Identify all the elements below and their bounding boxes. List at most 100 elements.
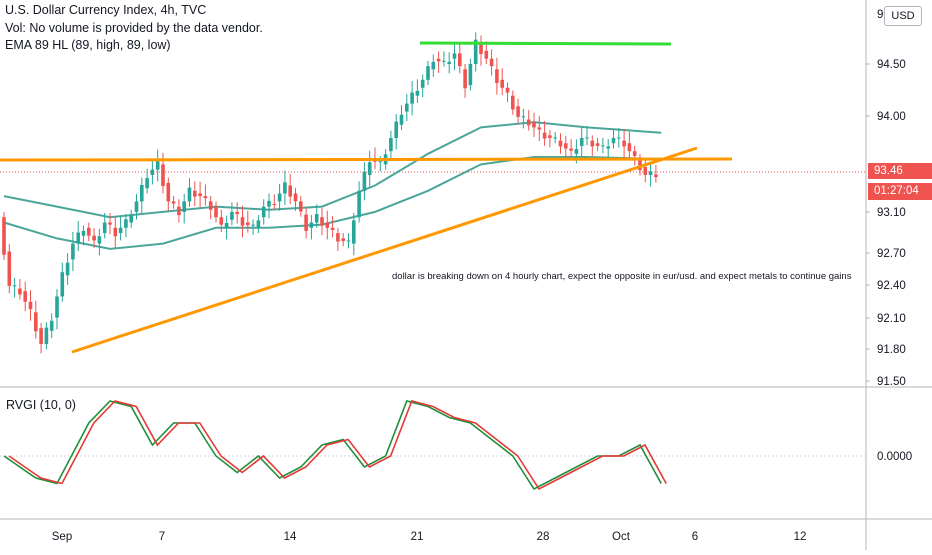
candle-up bbox=[357, 190, 361, 218]
candle-up bbox=[124, 219, 128, 228]
candle-down bbox=[235, 211, 239, 215]
candle-down bbox=[171, 201, 176, 204]
symbol-title[interactable]: U.S. Dollar Currency Index, 4h, TVC bbox=[5, 3, 207, 17]
price-tick-label: 92.40 bbox=[877, 280, 906, 292]
candle-up bbox=[65, 262, 70, 276]
candle-up bbox=[420, 79, 425, 88]
candle-down bbox=[246, 222, 250, 226]
candle-up bbox=[102, 222, 107, 234]
candle-down bbox=[39, 328, 43, 345]
candle-up bbox=[473, 39, 478, 64]
volume-note: Vol: No volume is provided by the data v… bbox=[5, 21, 263, 35]
candle-down bbox=[516, 106, 520, 117]
candle-down bbox=[34, 312, 38, 332]
rvgi-line bbox=[3, 400, 662, 491]
horizontal-level-line bbox=[0, 157, 733, 162]
candle-up bbox=[129, 215, 133, 223]
candle-down bbox=[214, 206, 218, 218]
candle-down bbox=[299, 201, 303, 212]
time-tick-label: Sep bbox=[52, 531, 72, 543]
candle-up bbox=[49, 320, 54, 331]
candle-up bbox=[405, 103, 409, 112]
price-tick-label: 94.50 bbox=[877, 59, 906, 71]
ema-indicator-label[interactable]: EMA 89 HL (89, high, 89, low) bbox=[5, 38, 171, 52]
rising-support-line bbox=[71, 146, 698, 354]
candle-down bbox=[330, 227, 335, 230]
candle-down bbox=[288, 185, 292, 197]
candle-down bbox=[558, 140, 563, 147]
candle-up bbox=[71, 243, 75, 260]
candle-down bbox=[203, 196, 208, 199]
candle-up bbox=[410, 92, 414, 104]
candle-down bbox=[564, 143, 568, 149]
candle-down bbox=[569, 148, 573, 151]
candle-up bbox=[182, 201, 186, 212]
price-tick-label: 92.70 bbox=[877, 248, 906, 260]
candle-up bbox=[521, 116, 526, 118]
trendlines-layer: dollar is breaking down on 4 hourly char… bbox=[0, 41, 852, 354]
candle-down bbox=[293, 193, 298, 202]
candle-up bbox=[442, 60, 446, 62]
rvgi-indicator-label[interactable]: RVGI (10, 0) bbox=[6, 398, 76, 412]
time-tick-label: 21 bbox=[411, 531, 424, 543]
price-tick-label-partial: 9 bbox=[877, 9, 883, 21]
candle-down bbox=[7, 251, 12, 286]
candle-up bbox=[648, 171, 653, 175]
candle-up bbox=[283, 182, 287, 194]
candle-down bbox=[198, 193, 202, 197]
candle-up bbox=[617, 137, 621, 139]
candle-down bbox=[336, 233, 340, 242]
price-tick-label: 93.10 bbox=[877, 207, 906, 219]
candle-up bbox=[76, 232, 80, 244]
candle-down bbox=[489, 58, 494, 67]
candle-up bbox=[431, 61, 436, 70]
candle-up bbox=[389, 137, 393, 152]
price-tick-label: 94.00 bbox=[877, 111, 906, 123]
currency-badge[interactable]: USD bbox=[884, 6, 922, 26]
candle-down bbox=[627, 143, 632, 152]
candle-down bbox=[325, 222, 330, 228]
candle-down bbox=[436, 58, 441, 62]
ema-upper-line bbox=[3, 121, 662, 219]
candle-up bbox=[346, 240, 351, 242]
candle-up bbox=[426, 66, 430, 80]
candle-down bbox=[166, 182, 171, 202]
candle-down bbox=[526, 119, 531, 126]
candle-down bbox=[511, 95, 515, 110]
candle-down bbox=[622, 140, 626, 147]
time-tick-label: 28 bbox=[537, 531, 550, 543]
candle-up bbox=[309, 222, 314, 228]
candle-up bbox=[261, 206, 266, 218]
time-tick-label: Oct bbox=[612, 531, 631, 543]
candle-up bbox=[55, 296, 59, 318]
candle-up bbox=[447, 61, 451, 64]
resistance-line bbox=[419, 41, 672, 46]
price-tick-label: 91.80 bbox=[877, 344, 906, 356]
candles-layer bbox=[2, 32, 658, 354]
time-tick-label: 14 bbox=[284, 531, 297, 543]
time-tick-label: 6 bbox=[692, 531, 698, 543]
candle-up bbox=[585, 137, 589, 139]
candle-up bbox=[145, 178, 149, 189]
candle-up bbox=[150, 169, 155, 175]
candle-down bbox=[484, 50, 489, 59]
price-tick-label: 91.50 bbox=[877, 376, 906, 388]
candle-up bbox=[155, 161, 160, 170]
rvgi-signal-line bbox=[8, 400, 667, 491]
candle-down bbox=[108, 222, 112, 225]
price-tick-label: 92.10 bbox=[877, 313, 906, 325]
candle-down bbox=[320, 217, 324, 226]
candle-down bbox=[2, 217, 6, 255]
candle-down bbox=[193, 190, 197, 197]
candle-up bbox=[362, 171, 367, 191]
rvgi-tick-label: 0.0000 bbox=[877, 451, 912, 463]
candle-up bbox=[611, 137, 616, 144]
current-price-tag: 93.46 bbox=[868, 163, 932, 179]
candle-down bbox=[272, 204, 277, 206]
candle-up bbox=[314, 214, 319, 223]
candle-down bbox=[532, 122, 536, 128]
chart-annotation: dollar is breaking down on 4 hourly char… bbox=[392, 271, 852, 282]
